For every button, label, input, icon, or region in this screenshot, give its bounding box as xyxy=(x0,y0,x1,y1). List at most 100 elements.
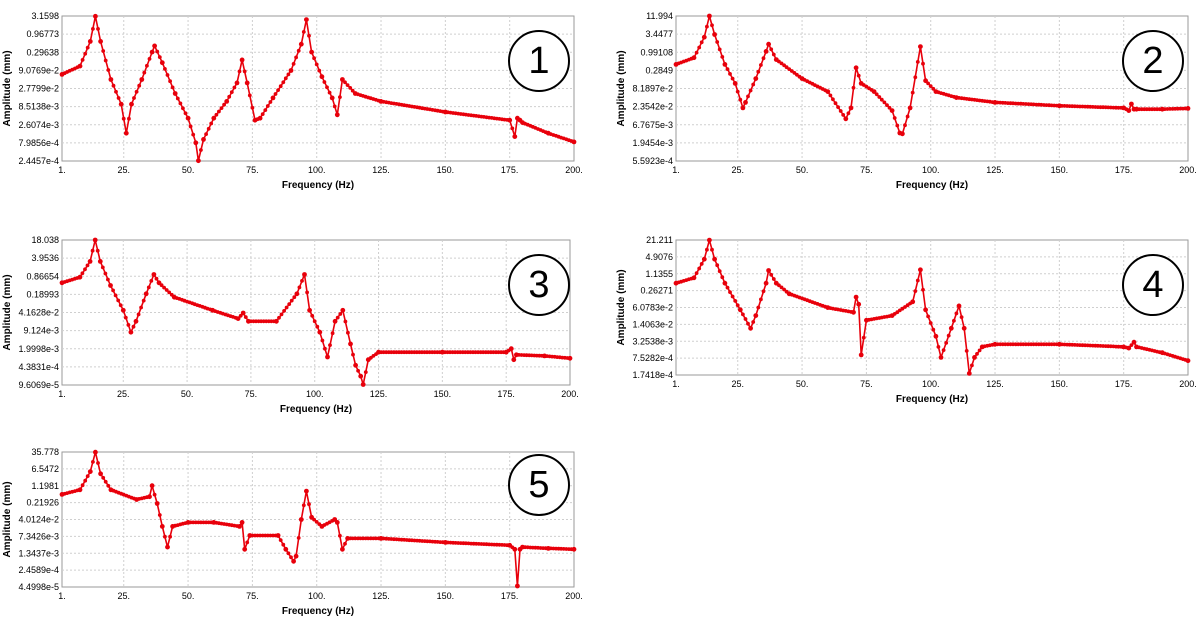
key-point xyxy=(848,105,854,111)
key-point xyxy=(128,329,134,335)
key-point xyxy=(108,283,113,288)
key-point xyxy=(853,65,859,71)
data-point xyxy=(312,56,316,61)
panel-number-badge-5: 5 xyxy=(508,454,570,516)
data-point xyxy=(975,352,979,356)
key-point xyxy=(707,13,712,19)
data-point xyxy=(338,95,342,99)
data-point xyxy=(496,350,501,355)
data-point xyxy=(142,70,147,75)
y-axis-label: Amplitude (mm) xyxy=(2,50,13,126)
y-tick-label: 0.99108 xyxy=(640,47,673,57)
data-point xyxy=(289,298,294,303)
data-point xyxy=(761,289,766,294)
key-point xyxy=(507,542,513,548)
data-point xyxy=(877,95,882,99)
data-point xyxy=(277,315,281,320)
key-point xyxy=(858,352,864,358)
key-point xyxy=(239,520,245,525)
y-tick-label: 9.124e-3 xyxy=(23,326,59,336)
data-point xyxy=(1003,342,1008,347)
key-point xyxy=(948,325,954,331)
data-point xyxy=(725,67,730,71)
key-point xyxy=(907,105,913,111)
data-point xyxy=(163,67,167,71)
x-tick-label: 25. xyxy=(117,389,130,399)
data-point xyxy=(941,348,946,352)
y-axis-label: Amplitude (mm) xyxy=(2,481,13,557)
data-point xyxy=(510,126,515,131)
key-point xyxy=(307,307,312,313)
key-point xyxy=(149,49,155,55)
y-tick-label: 2.4457e-4 xyxy=(18,156,59,166)
data-point xyxy=(163,534,167,539)
key-point xyxy=(843,116,849,122)
y-tick-label: 0.21926 xyxy=(26,498,59,508)
data-point xyxy=(784,65,789,70)
key-point xyxy=(345,536,350,541)
data-point xyxy=(154,276,159,281)
data-point xyxy=(874,92,879,97)
y-tick-label: 11.994 xyxy=(646,11,673,21)
data-point xyxy=(292,295,297,300)
key-point xyxy=(691,275,697,281)
key-point xyxy=(143,291,149,297)
key-point xyxy=(77,487,83,493)
y-tick-label: 8.1897e-2 xyxy=(632,84,673,94)
data-point xyxy=(291,62,296,66)
data-point xyxy=(715,263,720,268)
chart-svg-3: 1. 25. 50. 75. 100. 125. 150. 175. 200. 18.038 3.9… xyxy=(2,235,579,415)
x-axis-label: Frequency (Hz) xyxy=(896,180,968,191)
data-point xyxy=(756,69,761,74)
data-point xyxy=(320,338,325,343)
chart-svg-4: 1. 25. 50. 75. 100. 125. 150. 175. 200. 21.211 4.9… xyxy=(616,235,1197,405)
data-point xyxy=(289,555,293,560)
x-tick-label: 100. xyxy=(306,389,324,399)
x-tick-label: 25. xyxy=(117,165,130,175)
x-tick-label: 50. xyxy=(796,379,809,389)
y-tick-label: 3.4477 xyxy=(645,29,673,39)
data-point xyxy=(188,124,193,129)
data-point xyxy=(96,27,100,31)
data-point xyxy=(697,45,702,50)
data-point xyxy=(964,349,969,353)
series-markers xyxy=(59,13,577,164)
data-point xyxy=(263,108,268,112)
series-markers xyxy=(673,237,1191,376)
data-point xyxy=(735,89,740,94)
data-point xyxy=(317,68,322,73)
y-axis-label: Amplitude (mm) xyxy=(2,274,13,350)
y-tick-label: 3.2538e-3 xyxy=(632,336,673,346)
panel-number-badge-1: 1 xyxy=(508,30,570,92)
data-point xyxy=(118,303,123,308)
key-point xyxy=(171,294,177,300)
data-point xyxy=(178,101,183,106)
x-tick-label: 100. xyxy=(308,591,326,601)
key-point xyxy=(938,355,944,360)
key-point xyxy=(274,318,279,324)
data-point xyxy=(286,551,291,556)
y-tick-label: 21.211 xyxy=(646,235,673,245)
key-point xyxy=(93,13,98,19)
data-point xyxy=(1129,343,1134,347)
x-tick-label: 125. xyxy=(372,165,390,175)
key-point xyxy=(514,352,519,358)
x-tick-label: 125. xyxy=(370,389,388,399)
key-point xyxy=(567,355,573,361)
data-point xyxy=(769,272,774,277)
key-point xyxy=(571,546,577,552)
data-point xyxy=(335,315,340,320)
data-point xyxy=(787,67,792,71)
y-tick-label: 0.18993 xyxy=(26,289,59,299)
data-point xyxy=(738,97,743,102)
data-point xyxy=(885,103,889,107)
data-point xyxy=(1011,342,1015,347)
data-point xyxy=(1031,342,1036,347)
data-point xyxy=(913,75,918,80)
key-point xyxy=(933,333,939,339)
data-point xyxy=(381,350,386,355)
data-point xyxy=(905,114,910,119)
panel-number-badge-2: 2 xyxy=(1122,30,1184,92)
key-point xyxy=(1126,108,1132,113)
y-tick-label: 6.7675e-3 xyxy=(632,120,673,130)
